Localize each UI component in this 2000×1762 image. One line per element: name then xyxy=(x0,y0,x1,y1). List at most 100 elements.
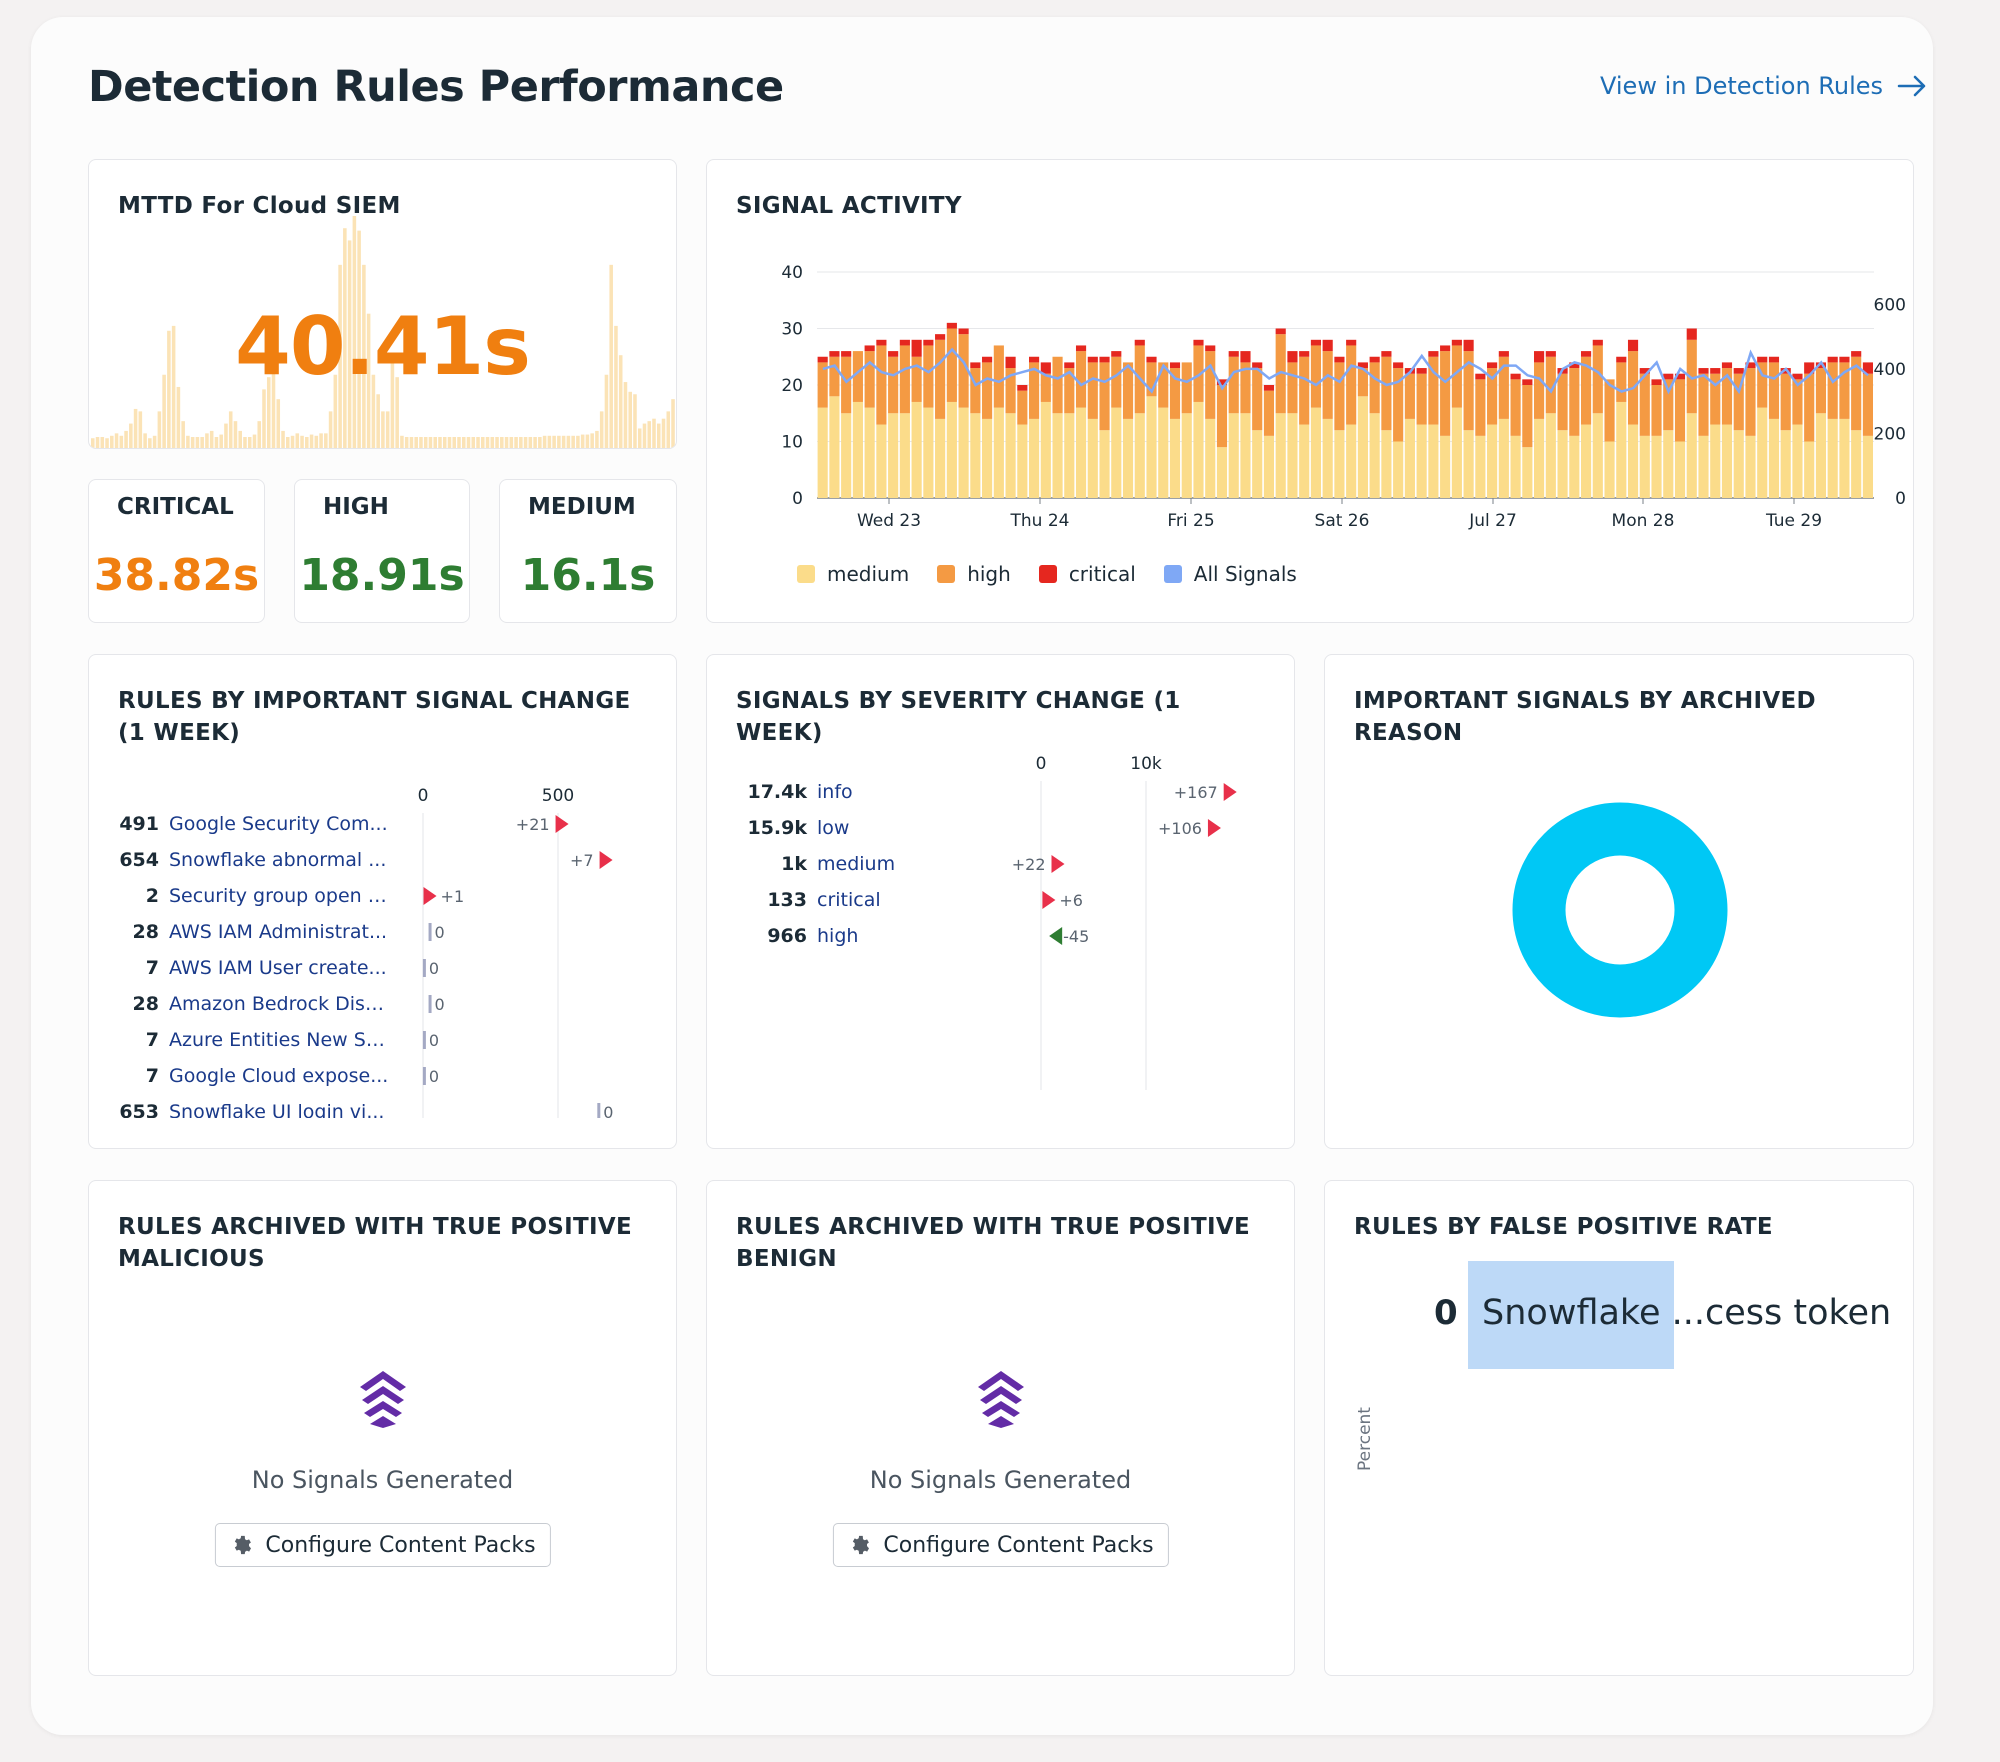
legend-high[interactable]: high xyxy=(937,562,1011,586)
bar-medium[interactable] xyxy=(1580,424,1592,498)
bar-critical[interactable] xyxy=(1827,356,1838,363)
bar-critical[interactable] xyxy=(946,322,957,329)
bar-critical[interactable] xyxy=(1534,351,1545,363)
bar-high[interactable] xyxy=(876,345,887,425)
bar-medium[interactable] xyxy=(1357,396,1368,498)
row-name[interactable]: AWS IAM User create... xyxy=(169,957,387,979)
change-row[interactable]: 1k medium xyxy=(707,846,895,882)
bar-high[interactable] xyxy=(1158,362,1169,408)
bar-medium[interactable] xyxy=(970,413,981,498)
bar-medium[interactable] xyxy=(1862,435,1873,498)
bar-critical[interactable] xyxy=(1240,351,1251,363)
row-name[interactable]: Google Cloud expose... xyxy=(169,1065,389,1087)
bar-high[interactable] xyxy=(1310,345,1322,408)
bar-high[interactable] xyxy=(1428,356,1439,425)
bar-medium[interactable] xyxy=(1686,413,1697,498)
bar-critical[interactable] xyxy=(1757,356,1768,363)
bar-medium[interactable] xyxy=(1545,413,1556,498)
bar-high[interactable] xyxy=(1686,339,1697,414)
bar-critical[interactable] xyxy=(1381,351,1392,357)
bar-high[interactable] xyxy=(1263,390,1275,436)
bar-critical[interactable] xyxy=(1252,362,1263,369)
bar-medium[interactable] xyxy=(1768,418,1780,498)
configure-content-packs-button[interactable]: Configure Content Packs xyxy=(832,1523,1169,1567)
bar-critical[interactable] xyxy=(1498,351,1509,357)
bar-high[interactable] xyxy=(1580,356,1592,425)
bar-high[interactable] xyxy=(852,351,863,402)
bar-critical[interactable] xyxy=(1487,362,1498,369)
bar-high[interactable] xyxy=(1040,373,1051,402)
bar-critical[interactable] xyxy=(1263,385,1275,391)
bar-medium[interactable] xyxy=(1510,435,1521,498)
bar-high[interactable] xyxy=(1099,362,1110,431)
row-name[interactable]: high xyxy=(817,925,859,947)
bar-high[interactable] xyxy=(1064,368,1075,414)
bar-high[interactable] xyxy=(1757,362,1768,408)
bar-medium[interactable] xyxy=(1146,396,1157,498)
bar-critical[interactable] xyxy=(1545,351,1556,357)
bar-high[interactable] xyxy=(1228,356,1239,414)
change-row[interactable]: 28 AWS IAM Administrat... xyxy=(89,914,388,950)
bar-medium[interactable] xyxy=(1205,418,1216,498)
bar-critical[interactable] xyxy=(1510,373,1521,380)
bar-high[interactable] xyxy=(1005,368,1016,414)
change-row[interactable]: 7 Google Cloud expose... xyxy=(89,1058,389,1094)
bar-critical[interactable] xyxy=(970,362,981,369)
bar-medium[interactable] xyxy=(1522,447,1533,498)
bar-medium[interactable] xyxy=(1639,435,1650,498)
bar-medium[interactable] xyxy=(1193,401,1204,498)
bar-high[interactable] xyxy=(1075,351,1087,408)
bar-medium[interactable] xyxy=(1005,413,1016,498)
bar-critical[interactable] xyxy=(1064,362,1075,369)
bar-high[interactable] xyxy=(1569,368,1580,436)
bar-medium[interactable] xyxy=(1216,447,1228,498)
change-row[interactable]: 2 Security group open t... xyxy=(89,878,389,914)
bar-critical[interactable] xyxy=(1310,339,1322,346)
bar-medium[interactable] xyxy=(958,407,969,498)
bar-medium[interactable] xyxy=(1346,424,1357,498)
bar-high[interactable] xyxy=(958,334,969,408)
bar-critical[interactable] xyxy=(1522,379,1533,385)
bar-critical[interactable] xyxy=(958,328,969,335)
bar-high[interactable] xyxy=(1017,390,1028,425)
bar-high[interactable] xyxy=(1710,373,1721,425)
bar-high[interactable] xyxy=(1193,345,1204,402)
bar-high[interactable] xyxy=(1275,334,1286,414)
bar-critical[interactable] xyxy=(1440,345,1451,352)
bar-high[interactable] xyxy=(1674,379,1686,442)
bar-critical[interactable] xyxy=(923,339,934,346)
bar-high[interactable] xyxy=(1052,356,1063,414)
bar-medium[interactable] xyxy=(1404,418,1415,498)
row-name[interactable]: Snowflake abnormal ... xyxy=(169,849,387,871)
bar-critical[interactable] xyxy=(1369,356,1380,363)
bar-high[interactable] xyxy=(1111,356,1122,408)
bar-critical[interactable] xyxy=(1029,356,1040,363)
bar-medium[interactable] xyxy=(993,407,1004,498)
bar-high[interactable] xyxy=(1346,345,1357,425)
bar-medium[interactable] xyxy=(1815,413,1827,498)
change-row[interactable]: 28 Amazon Bedrock Disc... xyxy=(89,986,389,1022)
bar-critical[interactable] xyxy=(1005,356,1016,369)
bar-critical[interactable] xyxy=(1616,356,1627,363)
row-name[interactable]: AWS IAM Administrat... xyxy=(169,921,388,943)
bar-high[interactable] xyxy=(1639,373,1650,436)
bar-high[interactable] xyxy=(841,356,852,414)
bar-high[interactable] xyxy=(1404,373,1415,419)
fp-rule-name[interactable]: Snowflake ...cess token xyxy=(1482,1293,1892,1333)
bar-high[interactable] xyxy=(817,362,828,408)
bar-medium[interactable] xyxy=(1275,413,1286,498)
bar-medium[interactable] xyxy=(1393,441,1404,499)
bar-medium[interactable] xyxy=(1804,441,1815,499)
bar-critical[interactable] xyxy=(1193,339,1204,346)
bar-high[interactable] xyxy=(1651,385,1662,436)
bar-medium[interactable] xyxy=(1733,430,1744,498)
bar-high[interactable] xyxy=(1522,385,1533,448)
change-row[interactable]: 15.9k low xyxy=(707,810,849,846)
bar-critical[interactable] xyxy=(1475,373,1486,380)
change-row[interactable]: 17.4k info xyxy=(707,774,852,810)
bar-high[interactable] xyxy=(1451,345,1462,408)
bar-medium[interactable] xyxy=(1604,441,1615,499)
bar-medium[interactable] xyxy=(1792,424,1803,498)
bar-high[interactable] xyxy=(982,362,993,419)
bar-critical[interactable] xyxy=(1721,362,1733,369)
